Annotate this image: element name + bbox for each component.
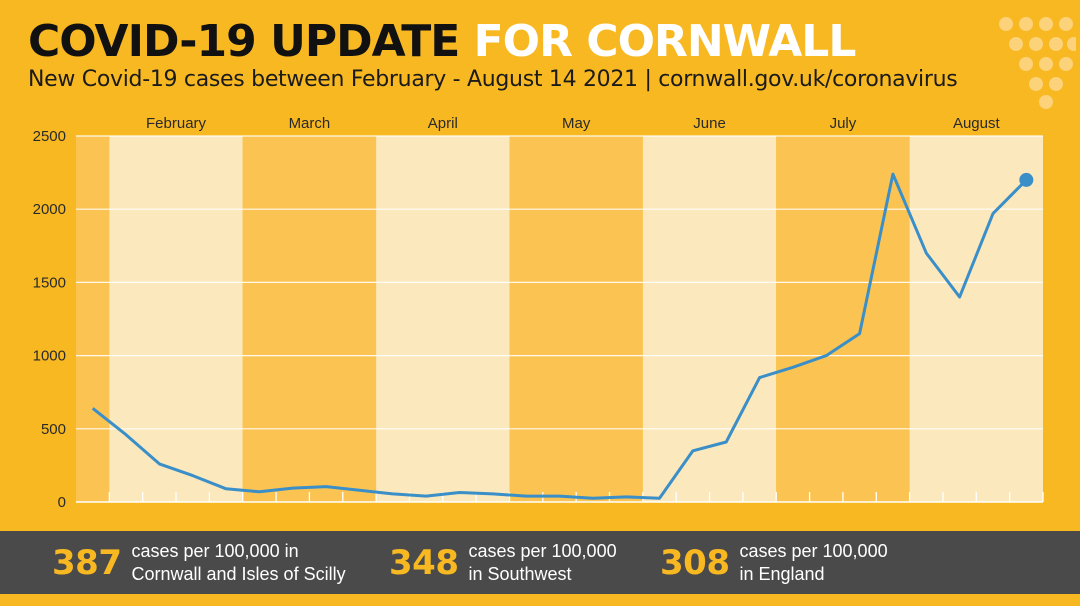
stat-cornwall: 387 cases per 100,000 in Cornwall and Is…: [52, 531, 346, 594]
stat-england-label: cases per 100,000 in England: [739, 540, 887, 586]
stat-cornwall-line1: cases per 100,000 in: [131, 540, 299, 561]
band-march: [242, 136, 377, 502]
month-label-june: June: [693, 115, 726, 132]
month-label-july: July: [830, 115, 857, 132]
stats-footer: 387 cases per 100,000 in Cornwall and Is…: [0, 531, 1080, 594]
stat-cornwall-line2: Cornwall and Isles of Scilly: [131, 563, 346, 584]
month-label-february: February: [146, 115, 207, 132]
y-tick-label-0: 0: [58, 494, 66, 511]
y-tick-label-1000: 1000: [33, 348, 66, 365]
band-may: [509, 136, 643, 502]
stat-england: 308 cases per 100,000 in England: [660, 531, 888, 594]
band-lead: [76, 136, 110, 502]
month-label-may: May: [562, 115, 591, 132]
band-april: [376, 136, 510, 502]
title-part-1: COVID-19 UPDATE: [28, 16, 460, 67]
title-part-2: FOR CORNWALL: [473, 16, 857, 67]
y-tick-label-2000: 2000: [33, 201, 66, 218]
band-june: [642, 136, 777, 502]
month-label-april: April: [428, 115, 458, 132]
stat-southwest-label: cases per 100,000 in Southwest: [468, 540, 616, 586]
page-title: COVID-19 UPDATE FOR CORNWALL: [28, 16, 857, 68]
virus-dots-icon: [999, 17, 1076, 109]
cases-line-chart: February March April May June July August 0 500 1…: [33, 115, 1044, 511]
band-august: [909, 136, 1043, 502]
stat-england-line2: in England: [739, 563, 825, 584]
stat-southwest-value: 348: [389, 542, 459, 583]
stat-southwest-line1: cases per 100,000: [468, 540, 617, 561]
latest-point-marker: [1019, 172, 1034, 187]
stat-england-value: 308: [660, 542, 730, 583]
page-subtitle: New Covid-19 cases between February - Au…: [28, 67, 958, 92]
stat-cornwall-value: 387: [52, 542, 122, 583]
month-label-march: March: [289, 115, 331, 132]
month-label-august: August: [953, 115, 1001, 132]
y-tick-label-2500: 2500: [33, 128, 66, 145]
y-tick-label-500: 500: [41, 421, 66, 438]
stat-southwest: 348 cases per 100,000 in Southwest: [389, 531, 617, 594]
stat-england-line1: cases per 100,000: [739, 540, 888, 561]
y-tick-label-1500: 1500: [33, 274, 66, 291]
band-february: [109, 136, 243, 502]
cases-series-line: [91, 172, 1028, 500]
stat-cornwall-label: cases per 100,000 in Cornwall and Isles …: [131, 540, 345, 586]
stat-southwest-line2: in Southwest: [468, 563, 572, 584]
